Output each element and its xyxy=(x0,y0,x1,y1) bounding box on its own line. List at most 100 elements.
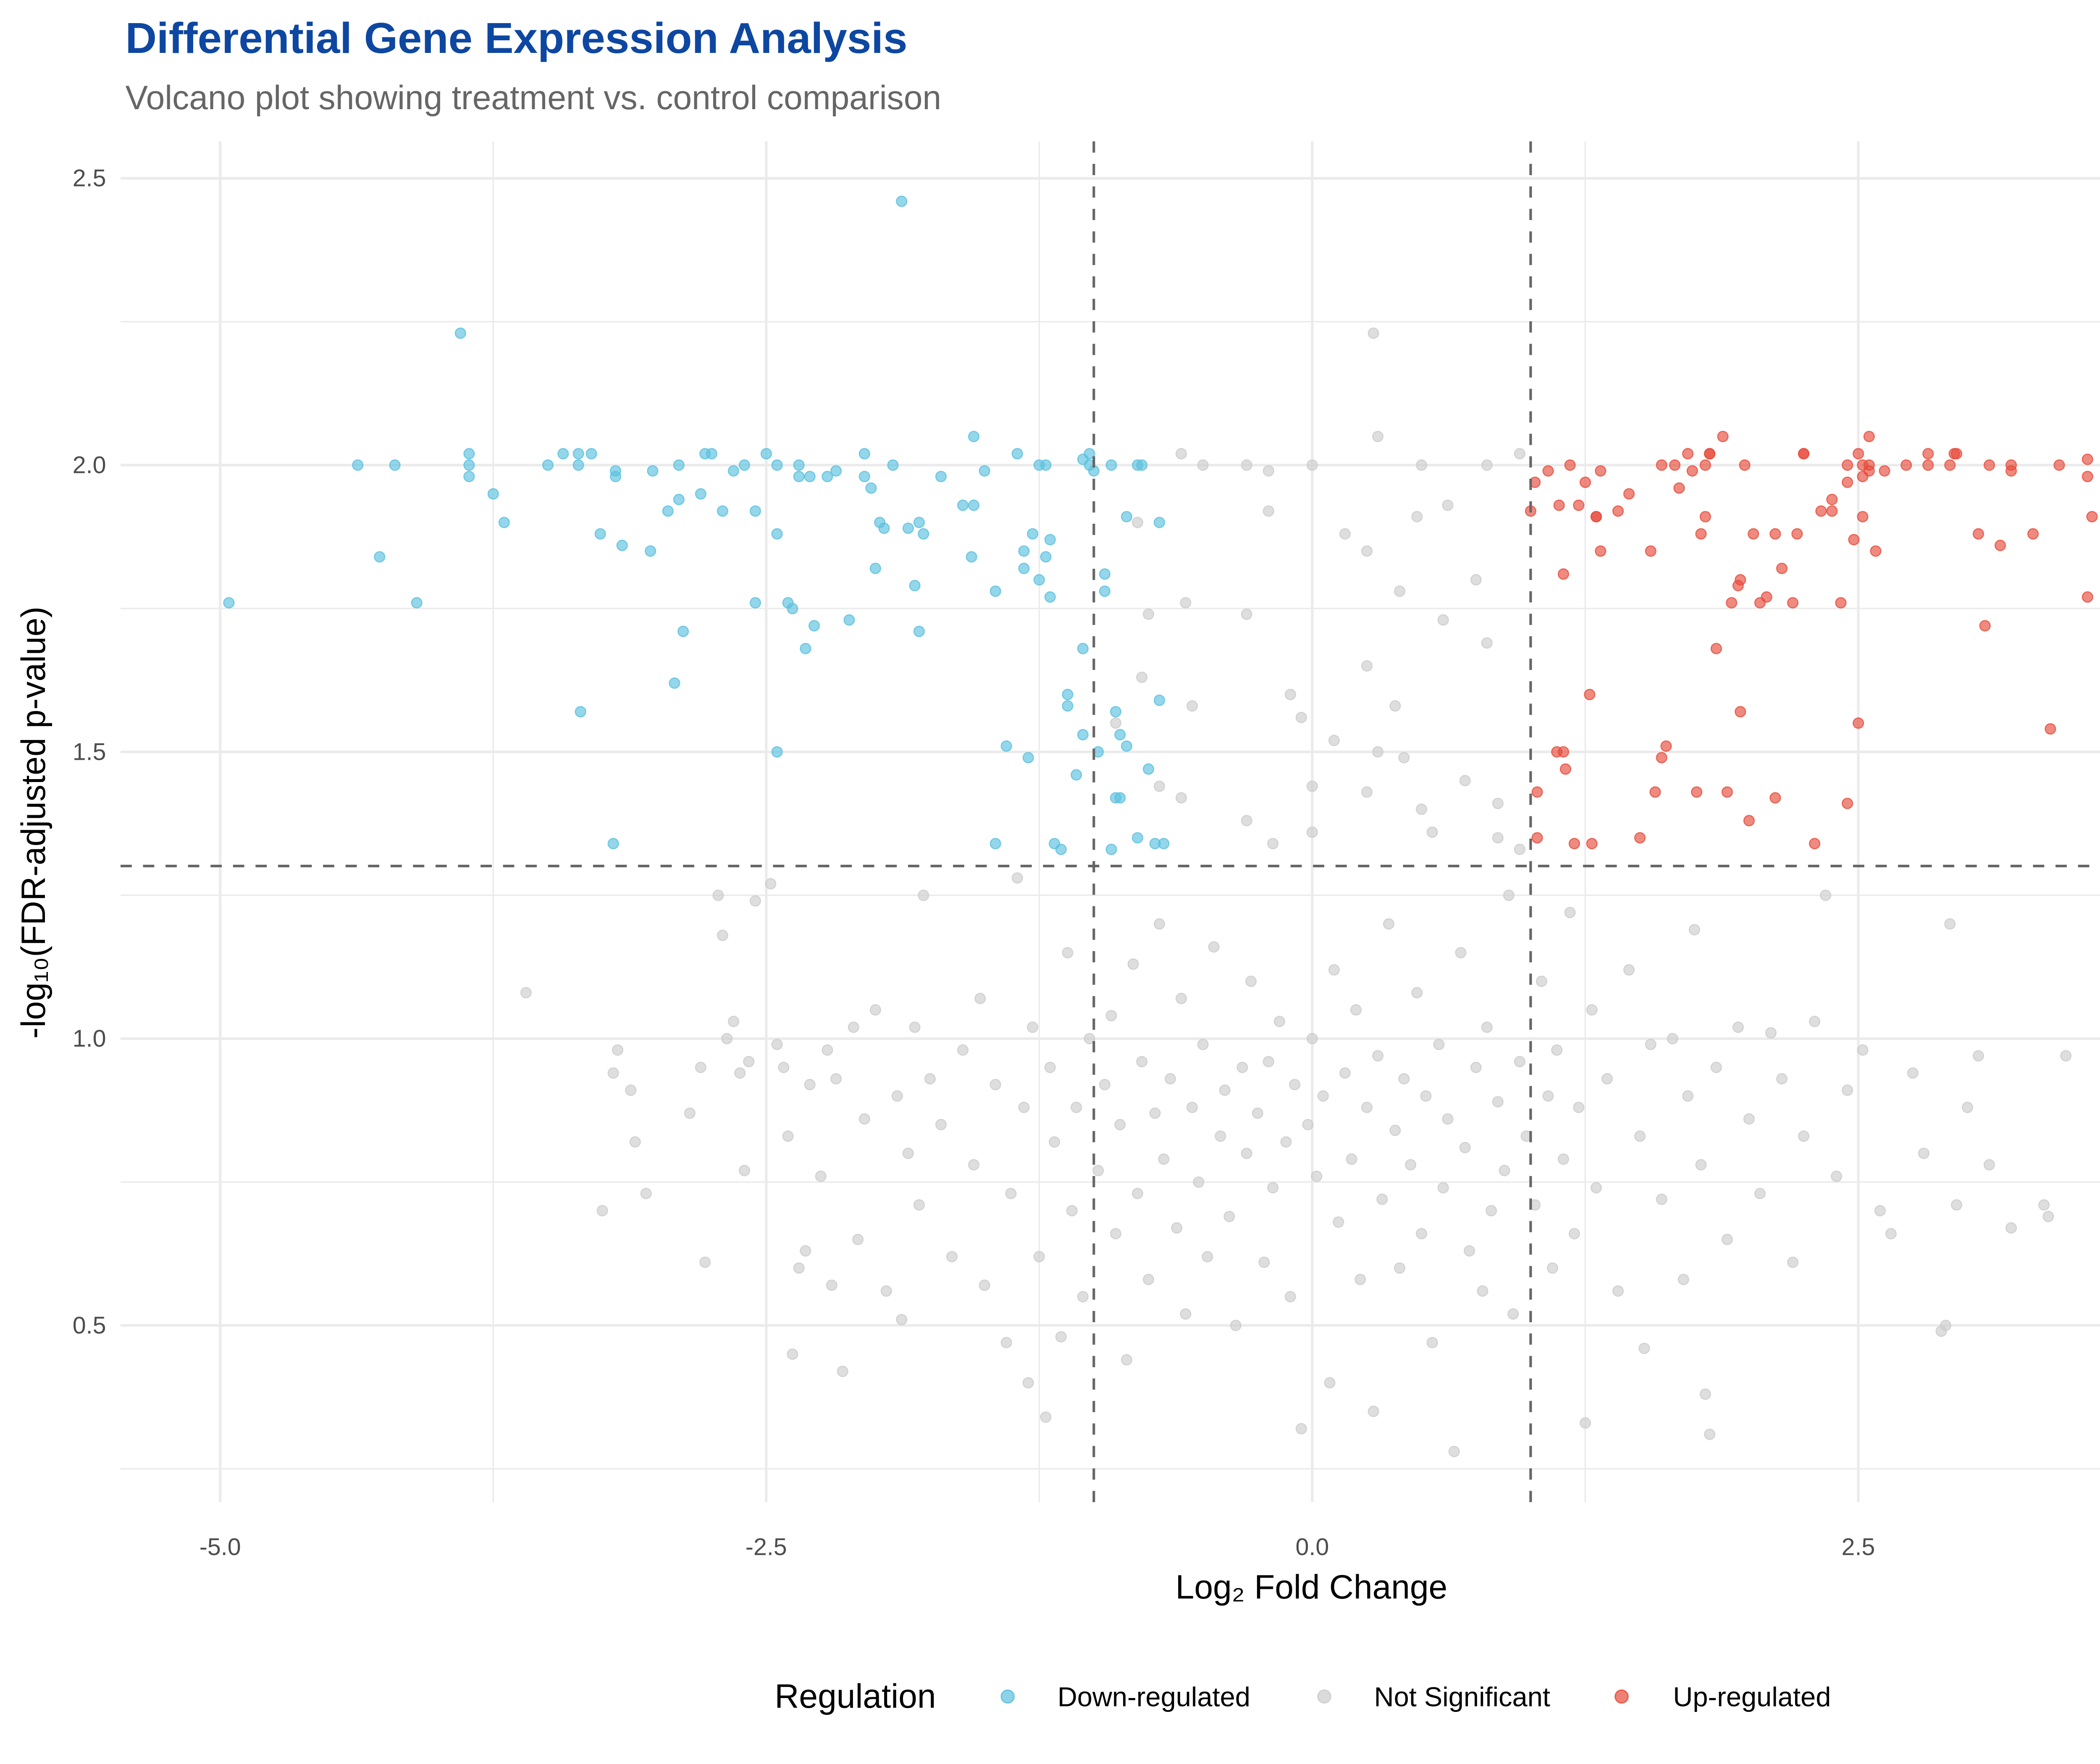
point-not-significant xyxy=(815,1171,827,1182)
x-tick-label: 2.5 xyxy=(1842,1534,1875,1561)
point-not-significant xyxy=(826,1279,837,1291)
point-not-significant xyxy=(1787,1256,1799,1268)
point-not-significant xyxy=(1623,964,1635,976)
point-down-regulated xyxy=(935,470,947,483)
point-not-significant xyxy=(712,890,724,901)
point-up-regulated xyxy=(1590,511,1602,522)
point-not-significant xyxy=(935,1119,947,1131)
point-not-significant xyxy=(968,1159,980,1171)
point-not-significant xyxy=(1415,803,1428,815)
point-not-significant xyxy=(2038,1199,2050,1211)
point-not-significant xyxy=(1208,941,1220,953)
point-not-significant xyxy=(1136,672,1148,683)
point-up-regulated xyxy=(1791,528,1803,540)
point-not-significant xyxy=(1267,1182,1279,1194)
point-up-regulated xyxy=(1848,534,1860,546)
point-not-significant xyxy=(896,1314,908,1326)
point-not-significant xyxy=(1376,1193,1388,1205)
point-not-significant xyxy=(1492,832,1504,844)
point-not-significant xyxy=(1110,717,1121,729)
point-not-significant xyxy=(1131,517,1144,528)
point-not-significant xyxy=(1754,1188,1766,1200)
point-not-significant xyxy=(1258,1256,1270,1268)
point-down-regulated xyxy=(896,195,908,207)
point-down-regulated xyxy=(572,459,584,471)
point-down-regulated xyxy=(887,459,899,471)
point-not-significant xyxy=(1077,1291,1089,1302)
point-not-significant xyxy=(1590,1182,1602,1194)
point-not-significant xyxy=(891,1090,903,1102)
point-not-significant xyxy=(1114,1119,1126,1131)
point-not-significant xyxy=(852,1234,864,1245)
point-not-significant xyxy=(1688,924,1700,936)
point-up-regulated xyxy=(1994,540,2006,551)
point-up-regulated xyxy=(1710,643,1722,654)
point-not-significant xyxy=(1317,1090,1329,1102)
point-not-significant xyxy=(1481,459,1493,471)
point-down-regulated xyxy=(913,625,925,637)
point-down-regulated xyxy=(695,488,706,500)
point-not-significant xyxy=(1311,1171,1323,1182)
point-not-significant xyxy=(1328,735,1340,746)
point-up-regulated xyxy=(1559,763,1572,775)
point-not-significant xyxy=(1350,1004,1362,1016)
point-up-regulated xyxy=(2053,459,2065,471)
point-down-regulated xyxy=(1105,459,1117,471)
point-down-regulated xyxy=(585,448,597,459)
point-not-significant xyxy=(1704,1428,1716,1440)
series-not-significant xyxy=(520,327,2072,1457)
point-not-significant xyxy=(1710,1061,1722,1074)
point-not-significant xyxy=(727,1016,740,1027)
point-not-significant xyxy=(1333,1216,1344,1228)
point-down-regulated xyxy=(902,522,914,534)
point-not-significant xyxy=(909,1021,921,1033)
point-not-significant xyxy=(793,1262,805,1274)
point-not-significant xyxy=(1324,1377,1336,1389)
point-not-significant xyxy=(1935,1325,1947,1337)
point-up-regulated xyxy=(2082,470,2093,483)
point-not-significant xyxy=(1066,1205,1078,1217)
point-not-significant xyxy=(1175,792,1187,804)
point-not-significant xyxy=(1219,1084,1231,1096)
point-not-significant xyxy=(880,1285,892,1297)
point-not-significant xyxy=(1372,1050,1384,1062)
point-not-significant xyxy=(1142,1273,1155,1285)
point-not-significant xyxy=(1448,1446,1460,1457)
x-tick-label: 0.0 xyxy=(1295,1534,1329,1561)
point-up-regulated xyxy=(1735,574,1746,586)
point-down-regulated xyxy=(374,551,386,563)
point-not-significant xyxy=(1907,1067,1919,1079)
point-up-regulated xyxy=(1673,482,1685,494)
point-not-significant xyxy=(1470,574,1482,586)
point-not-significant xyxy=(1153,918,1166,930)
point-down-regulated xyxy=(669,677,680,689)
point-down-regulated xyxy=(804,470,816,483)
point-not-significant xyxy=(1426,1337,1438,1349)
point-not-significant xyxy=(1339,1067,1351,1079)
point-not-significant xyxy=(771,1039,783,1050)
point-up-regulated xyxy=(1853,717,1864,729)
x-axis-ticks: -5.0-2.50.02.55.0 xyxy=(200,1534,1875,1561)
point-not-significant xyxy=(1062,947,1074,958)
point-not-significant xyxy=(1055,1331,1067,1343)
point-down-regulated xyxy=(771,528,783,540)
y-tick-label: 1.0 xyxy=(73,1025,106,1052)
point-not-significant xyxy=(1153,780,1166,792)
point-up-regulated xyxy=(1769,528,1781,540)
point-not-significant xyxy=(1241,1147,1252,1159)
point-not-significant xyxy=(1241,459,1252,471)
point-not-significant xyxy=(1564,907,1576,919)
point-up-regulated xyxy=(1739,459,1751,471)
point-up-regulated xyxy=(1842,476,1853,488)
point-not-significant xyxy=(1507,1308,1519,1320)
point-not-significant xyxy=(1092,1165,1104,1176)
point-not-significant xyxy=(1131,1188,1144,1200)
point-up-regulated xyxy=(1743,815,1755,827)
y-tick-label: 0.5 xyxy=(73,1312,106,1339)
point-down-regulated xyxy=(1142,763,1155,775)
point-not-significant xyxy=(778,1061,790,1074)
point-down-regulated xyxy=(609,470,622,483)
legend-swatch-down-regulated xyxy=(1000,1689,1015,1704)
point-not-significant xyxy=(1601,1073,1613,1085)
legend: Regulation Down-regulated Not Significan… xyxy=(774,1677,1831,1715)
